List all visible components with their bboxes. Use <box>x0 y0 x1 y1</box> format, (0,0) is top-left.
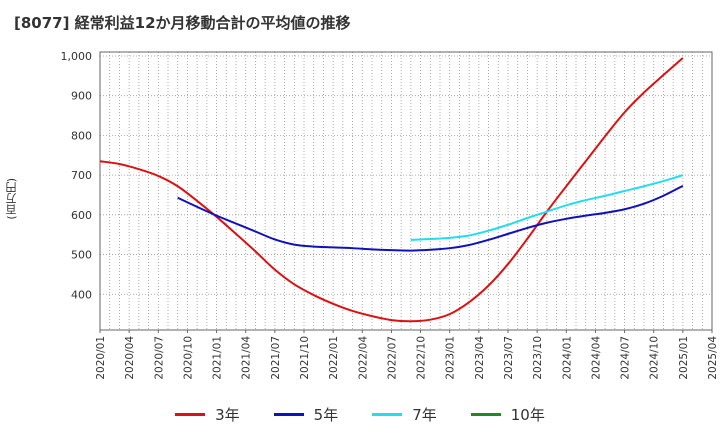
legend-swatch-7y <box>372 413 403 416</box>
line-chart: 400 500 600 700 800 900 1,000 2020/01 2020/04 202… <box>61 50 720 380</box>
chart-title: [8077] 経常利益12か月移動合計の平均値の推移 <box>14 14 351 32</box>
series-line-0 <box>99 57 684 323</box>
legend: 3年 5年 7年 10年 <box>0 404 720 425</box>
y-tick-label: 800 <box>71 129 92 142</box>
y-tick-label: 1,000 <box>61 50 93 63</box>
x-tick-label: 2021/07 <box>270 336 282 380</box>
y-tick-label: 500 <box>71 249 92 262</box>
x-tick-label: 2020/04 <box>124 336 136 380</box>
y-tick-label: 700 <box>71 169 92 182</box>
x-tick-label: 2023/10 <box>532 336 544 380</box>
legend-item-7y: 7年 <box>372 404 437 425</box>
series-line-1 <box>177 184 684 252</box>
x-tick-label: 2022/04 <box>357 336 369 380</box>
legend-item-10y: 10年 <box>470 404 545 425</box>
x-tick-label: 2020/10 <box>182 336 194 380</box>
legend-item-5y: 5年 <box>273 404 339 425</box>
x-tick-label: 2025/01 <box>678 336 690 380</box>
legend-swatch-5y <box>273 413 304 416</box>
x-tick-label: 2021/01 <box>212 336 224 380</box>
x-tick-label: 2024/04 <box>590 336 602 380</box>
legend-label-3y: 3年 <box>215 406 240 424</box>
x-tick-label: 2022/07 <box>386 336 398 380</box>
x-tick-label: 2022/10 <box>416 336 428 380</box>
legend-swatch-3y <box>175 413 206 416</box>
x-tick-label: 2020/07 <box>153 336 165 380</box>
x-tick-label: 2022/01 <box>328 336 340 380</box>
legend-label-5y: 5年 <box>313 406 339 424</box>
y-tick-label: 900 <box>71 90 92 103</box>
x-tick-label: 2023/01 <box>445 336 457 380</box>
y-tick-label: 400 <box>71 288 92 301</box>
x-tick-label: 2020/01 <box>95 336 107 380</box>
x-tick-label: 2024/10 <box>649 336 661 380</box>
x-tick-label: 2024/01 <box>561 336 573 380</box>
plot-frame <box>99 51 713 331</box>
y-tick-label: 600 <box>71 209 92 222</box>
series-line-2 <box>410 174 684 241</box>
legend-item-3y: 3年 <box>175 404 240 425</box>
x-tick-label: 2025/04 <box>707 336 719 380</box>
legend-label-10y: 10年 <box>510 406 545 424</box>
x-tick-label: 2023/07 <box>503 336 515 380</box>
legend-swatch-10y <box>470 413 501 416</box>
x-tick-label: 2021/10 <box>299 336 311 380</box>
legend-label-7y: 7年 <box>412 406 437 424</box>
x-tick-label: 2023/04 <box>474 336 486 380</box>
x-tick-label: 2024/07 <box>620 336 632 380</box>
x-tick-label: 2021/04 <box>241 336 253 380</box>
